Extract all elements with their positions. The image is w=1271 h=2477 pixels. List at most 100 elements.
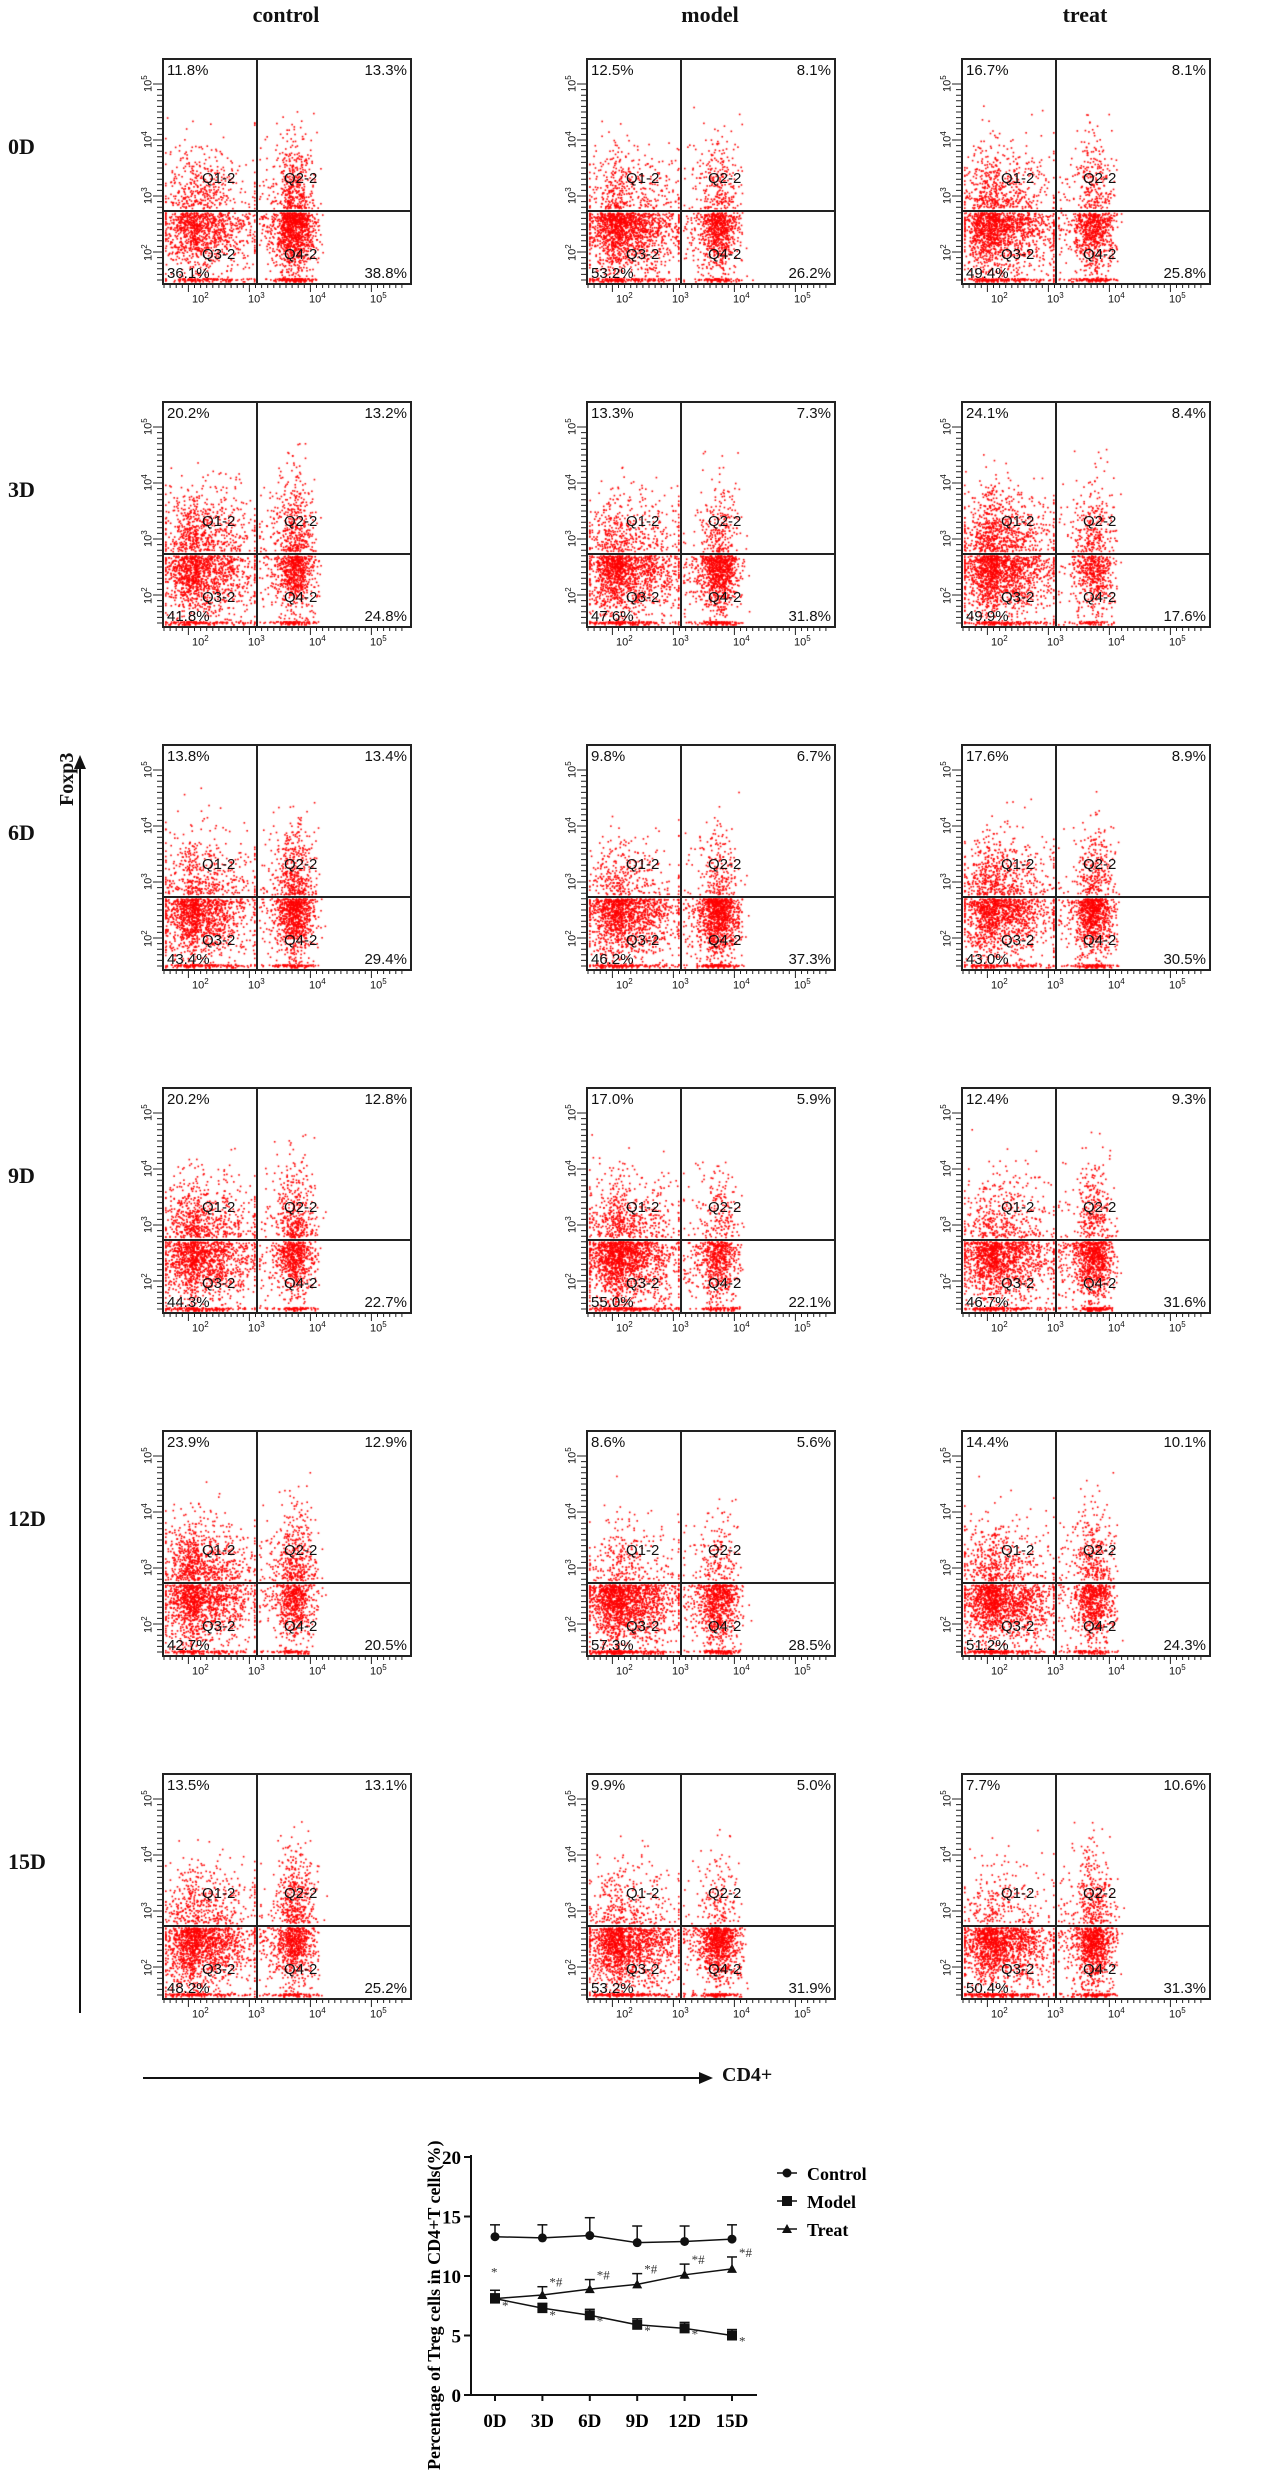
- model-significance-mark: *: [502, 2298, 509, 2313]
- q3-percent: 50.4%: [966, 1980, 1009, 1997]
- quadrant-label: Q3-2: [1001, 1618, 1035, 1635]
- x-tick-label: 102: [991, 634, 1008, 649]
- quadrant-label: Q2-2: [708, 1542, 742, 1559]
- scatter-points: [963, 1432, 1209, 1655]
- row-label-6D: 6D: [8, 820, 35, 845]
- quadrant-label: Q4-2: [1083, 1961, 1117, 1978]
- quadrant-gate-horizontal: [588, 1925, 834, 1927]
- flow-plot-treat-6D: 17.6% 8.9% 43.0% 30.5% Q1-2 Q2-2 Q3-2 Q4-2 102 10…: [939, 744, 1211, 992]
- cd4-axis-label: CD4+: [722, 2064, 773, 2086]
- treat-point: [584, 2284, 595, 2294]
- q4-percent: 25.8%: [1163, 265, 1206, 282]
- q1-percent: 17.0%: [591, 1091, 634, 1108]
- control-point: [680, 2236, 690, 2246]
- q2-percent: 6.7%: [796, 748, 831, 765]
- quadrant-gate-vertical: [680, 1089, 682, 1312]
- axis-tick-marks: [153, 1112, 403, 1321]
- quadrant-label: Q4-2: [708, 1618, 742, 1635]
- quadrant-label: Q4-2: [708, 246, 742, 263]
- x-tick-label: 102: [616, 1320, 633, 1335]
- quadrant-gate-horizontal: [164, 553, 410, 555]
- quadrant-label: Q3-2: [626, 246, 660, 263]
- x-tick-label: 103: [672, 2006, 689, 2021]
- control-point: [585, 2231, 595, 2241]
- quadrant-label: Q2-2: [1083, 513, 1117, 530]
- quadrant-label: Q4-2: [284, 1275, 318, 1292]
- quadrant-gate-horizontal: [164, 1925, 410, 1927]
- plot-area: 23.9% 12.9% 42.7% 20.5% Q1-2 Q2-2 Q3-2 Q4-2: [162, 1430, 412, 1657]
- quadrant-label: Q1-2: [202, 1199, 236, 1216]
- quadrant-label: Q2-2: [284, 1199, 318, 1216]
- scatter-points: [164, 746, 410, 969]
- q2-percent: 13.2%: [364, 405, 407, 422]
- quadrant-gate-vertical: [256, 60, 258, 283]
- x-tick-label: 102: [616, 977, 633, 992]
- x-tick-label: 6D: [578, 2411, 601, 2432]
- legend-marker-treat: [782, 2224, 792, 2233]
- control-line: [494, 2234, 733, 2244]
- scatter-points: [963, 746, 1209, 969]
- x-tick-label: 104: [1108, 634, 1125, 649]
- plot-area: 17.0% 5.9% 55.0% 22.1% Q1-2 Q2-2 Q3-2 Q4-2: [586, 1087, 836, 1314]
- quadrant-label: Q1-2: [1001, 1199, 1035, 1216]
- q2-percent: 8.1%: [796, 62, 831, 79]
- cd4-axis-arrow: [143, 2072, 713, 2084]
- flow-plot-treat-3D: 24.1% 8.4% 49.9% 17.6% Q1-2 Q2-2 Q3-2 Q4-2 102 10…: [939, 401, 1211, 649]
- quadrant-label: Q2-2: [284, 856, 318, 873]
- model-significance-mark: *: [739, 2334, 746, 2349]
- y-axis-label: Percentage of Treg cells in CD4+T cells(…: [424, 2140, 445, 2470]
- quadrant-label: Q4-2: [284, 1961, 318, 1978]
- treat-significance-mark: *#: [739, 2245, 753, 2260]
- flow-plot-treat-15D: 7.7% 10.6% 50.4% 31.3% Q1-2 Q2-2 Q3-2 Q4-2 102 10…: [939, 1773, 1211, 2021]
- q4-percent: 30.5%: [1163, 951, 1206, 968]
- quadrant-label: Q3-2: [202, 589, 236, 606]
- axis-tick-marks: [153, 426, 403, 635]
- x-tick-label: 103: [248, 634, 265, 649]
- q2-percent: 13.1%: [364, 1777, 407, 1794]
- q2-percent: 5.0%: [796, 1777, 831, 1794]
- quadrant-label: Q2-2: [708, 856, 742, 873]
- x-tick-label: 105: [794, 291, 811, 306]
- q1-percent: 13.3%: [591, 405, 634, 422]
- treat-point: [679, 2269, 690, 2279]
- treg-line-chart: 0 5 10 15 20 0D 3D 6D 9D 12D 15D Percentage of Treg…: [424, 2140, 867, 2470]
- scatter-points: [588, 1089, 834, 1312]
- quadrant-label: Q1-2: [1001, 170, 1035, 187]
- treat-line: [494, 2268, 733, 2300]
- q3-percent: 57.3%: [591, 1637, 634, 1654]
- x-tick-label: 104: [733, 634, 750, 649]
- x-tick-label: 105: [370, 291, 387, 306]
- q3-percent: 48.2%: [167, 1980, 210, 1997]
- q1-percent: 12.5%: [591, 62, 634, 79]
- quadrant-gate-vertical: [256, 746, 258, 969]
- plot-area: 9.8% 6.7% 46.2% 37.3% Q1-2 Q2-2 Q3-2 Q4-2: [586, 744, 836, 971]
- q2-percent: 13.3%: [364, 62, 407, 79]
- plot-area: 17.6% 8.9% 43.0% 30.5% Q1-2 Q2-2 Q3-2 Q4-2: [961, 744, 1211, 971]
- scatter-points: [588, 1775, 834, 1998]
- flow-plot-control-6D: 13.8% 13.4% 43.4% 29.4% Q1-2 Q2-2 Q3-2 Q4-2 102 1…: [140, 744, 412, 992]
- q4-percent: 20.5%: [364, 1637, 407, 1654]
- x-tick-label: 102: [192, 977, 209, 992]
- x-tick-label: 104: [1108, 2006, 1125, 2021]
- q3-percent: 42.7%: [167, 1637, 210, 1654]
- x-tick-label: 102: [991, 1320, 1008, 1335]
- quadrant-label: Q1-2: [626, 1885, 660, 1902]
- quadrant-gate-vertical: [1055, 1089, 1057, 1312]
- x-tick-label: 104: [309, 291, 326, 306]
- quadrant-label: Q2-2: [708, 513, 742, 530]
- scatter-points: [963, 1089, 1209, 1312]
- x-tick-label: 12D: [668, 2411, 701, 2432]
- legend-label-model: Model: [807, 2192, 856, 2212]
- x-tick-label: 104: [1108, 1320, 1125, 1335]
- q1-percent: 9.9%: [591, 1777, 626, 1794]
- axis-tick-marks: [952, 769, 1202, 978]
- q2-percent: 12.8%: [364, 1091, 407, 1108]
- q3-percent: 49.9%: [966, 608, 1009, 625]
- quadrant-gate-horizontal: [588, 1239, 834, 1241]
- x-tick-label: 105: [794, 2006, 811, 2021]
- x-tick-label: 103: [248, 1663, 265, 1678]
- x-tick-label: 105: [1169, 634, 1186, 649]
- quadrant-label: Q4-2: [1083, 1275, 1117, 1292]
- plot-area: 11.8% 13.3% 36.1% 38.8% Q1-2 Q2-2 Q3-2 Q4-2: [162, 58, 412, 285]
- plot-area: 14.4% 10.1% 51.2% 24.3% Q1-2 Q2-2 Q3-2 Q4-2: [961, 1430, 1211, 1657]
